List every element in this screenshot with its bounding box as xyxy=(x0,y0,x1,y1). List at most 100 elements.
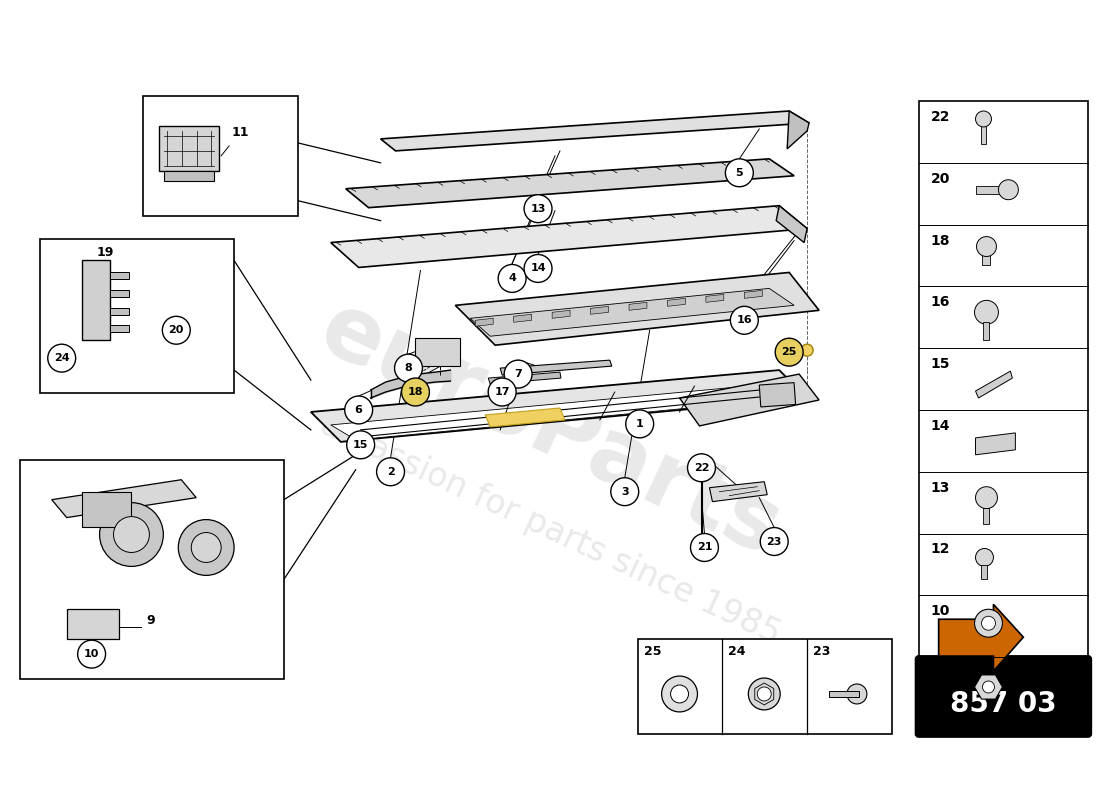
Polygon shape xyxy=(591,306,608,314)
Text: 23: 23 xyxy=(767,537,782,546)
Polygon shape xyxy=(668,298,685,306)
Text: 12: 12 xyxy=(931,542,950,557)
Bar xyxy=(638,639,892,734)
Bar xyxy=(67,610,119,639)
Text: 10: 10 xyxy=(84,649,99,659)
Text: 8: 8 xyxy=(405,363,412,373)
Circle shape xyxy=(498,265,526,292)
Text: 13: 13 xyxy=(931,481,950,494)
Text: 5: 5 xyxy=(736,168,744,178)
Circle shape xyxy=(113,517,150,553)
Bar xyxy=(759,382,795,407)
Text: 20: 20 xyxy=(168,326,184,335)
Text: 21: 21 xyxy=(696,542,712,553)
Polygon shape xyxy=(381,111,810,151)
Circle shape xyxy=(661,676,697,712)
Polygon shape xyxy=(788,111,810,149)
Polygon shape xyxy=(471,288,794,336)
Polygon shape xyxy=(331,384,794,440)
FancyBboxPatch shape xyxy=(915,656,1091,737)
Text: 10: 10 xyxy=(931,604,950,618)
Text: 4: 4 xyxy=(508,274,516,283)
Polygon shape xyxy=(345,159,794,208)
Circle shape xyxy=(976,549,993,566)
Circle shape xyxy=(47,344,76,372)
Bar xyxy=(160,126,219,170)
Bar xyxy=(976,186,1005,194)
Circle shape xyxy=(191,533,221,562)
Bar xyxy=(20,460,284,679)
Circle shape xyxy=(688,454,715,482)
Polygon shape xyxy=(485,408,565,427)
Circle shape xyxy=(975,300,999,324)
Circle shape xyxy=(344,396,373,424)
Circle shape xyxy=(488,378,516,406)
Circle shape xyxy=(376,458,405,486)
Bar xyxy=(143,96,298,216)
Circle shape xyxy=(626,410,653,438)
Circle shape xyxy=(524,194,552,222)
Circle shape xyxy=(801,344,813,356)
Text: 16: 16 xyxy=(931,295,950,310)
Polygon shape xyxy=(629,302,647,310)
Circle shape xyxy=(847,684,867,704)
Circle shape xyxy=(691,534,718,562)
Text: 3: 3 xyxy=(620,486,628,497)
Text: 25: 25 xyxy=(644,645,661,658)
Text: 15: 15 xyxy=(931,357,950,371)
Polygon shape xyxy=(552,310,570,318)
Circle shape xyxy=(163,316,190,344)
Bar xyxy=(40,238,234,393)
Text: 7: 7 xyxy=(514,369,522,379)
Circle shape xyxy=(982,681,994,693)
Circle shape xyxy=(78,640,106,668)
Text: 23: 23 xyxy=(813,645,830,658)
Polygon shape xyxy=(745,290,762,298)
Polygon shape xyxy=(500,360,612,375)
Circle shape xyxy=(977,237,997,257)
Bar xyxy=(164,170,215,181)
Text: 24: 24 xyxy=(728,645,746,658)
Circle shape xyxy=(776,338,803,366)
Bar xyxy=(110,290,130,298)
Text: 22: 22 xyxy=(931,110,950,124)
Polygon shape xyxy=(710,482,767,502)
Text: 17: 17 xyxy=(494,387,510,397)
Bar xyxy=(110,308,130,315)
Circle shape xyxy=(402,378,429,406)
Polygon shape xyxy=(455,273,820,345)
Text: 20: 20 xyxy=(931,172,950,186)
Text: euroParts: euroParts xyxy=(306,285,794,575)
Circle shape xyxy=(524,254,552,282)
Bar xyxy=(981,566,988,579)
Bar xyxy=(982,241,990,266)
Circle shape xyxy=(748,678,780,710)
Text: 16: 16 xyxy=(737,315,752,326)
Circle shape xyxy=(504,360,532,388)
Bar xyxy=(983,322,990,340)
Polygon shape xyxy=(311,370,807,442)
Circle shape xyxy=(671,685,689,703)
Text: 18: 18 xyxy=(931,234,950,247)
Text: 9: 9 xyxy=(146,614,155,627)
Circle shape xyxy=(999,180,1019,200)
Circle shape xyxy=(178,519,234,575)
Text: 14: 14 xyxy=(530,263,546,274)
Bar xyxy=(416,338,460,366)
Circle shape xyxy=(725,159,754,186)
Text: 15: 15 xyxy=(353,440,369,450)
Bar xyxy=(829,691,859,697)
Bar xyxy=(110,273,130,279)
Text: 11: 11 xyxy=(231,126,249,139)
Circle shape xyxy=(976,486,998,509)
Text: 857 03: 857 03 xyxy=(950,690,1057,718)
Circle shape xyxy=(975,610,1002,637)
Bar xyxy=(110,326,130,332)
Circle shape xyxy=(395,354,422,382)
Text: 13: 13 xyxy=(530,204,546,214)
Bar xyxy=(980,114,987,144)
Text: 22: 22 xyxy=(694,462,710,473)
Text: 18: 18 xyxy=(408,387,424,397)
Circle shape xyxy=(346,431,375,458)
Polygon shape xyxy=(514,314,531,322)
